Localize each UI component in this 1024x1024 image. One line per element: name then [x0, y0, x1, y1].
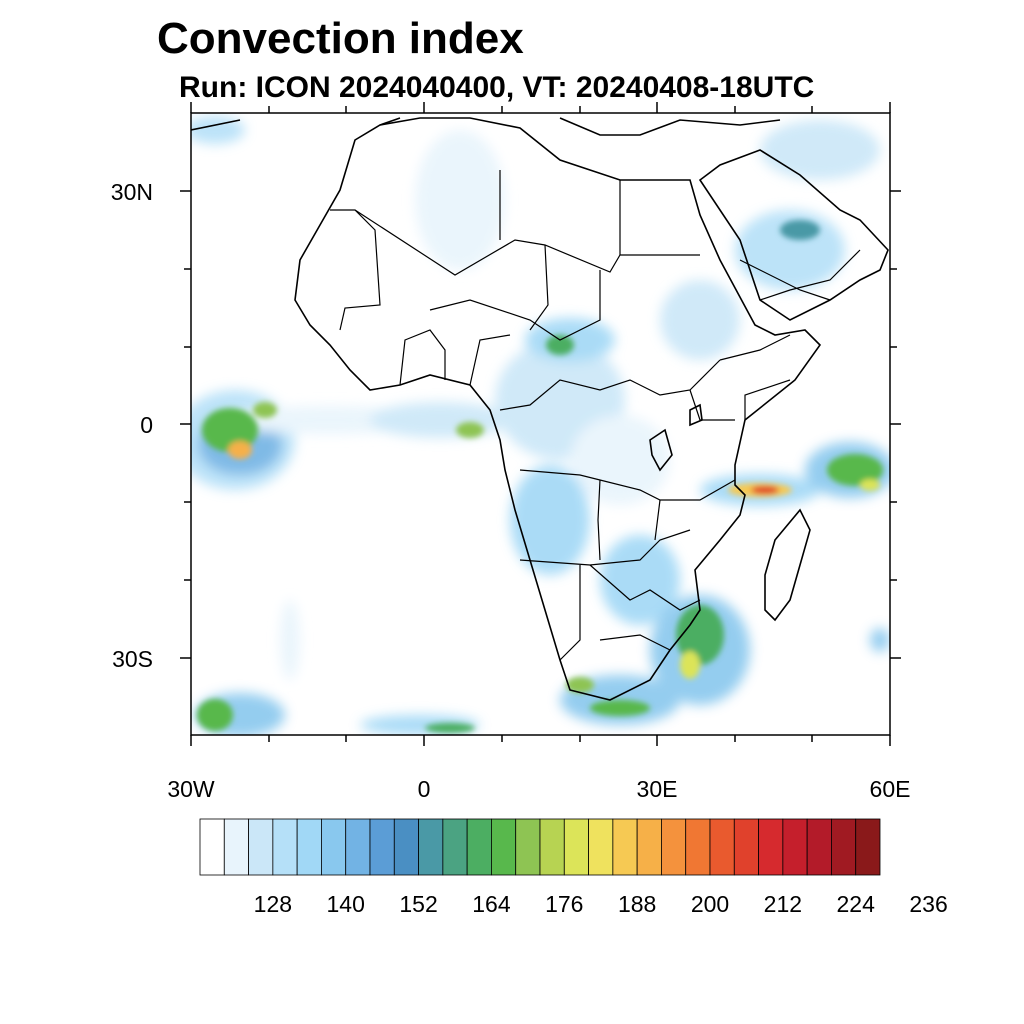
- colorbar-swatch: [248, 818, 274, 876]
- colorbar-swatch: [806, 818, 832, 876]
- colorbar-swatch: [491, 818, 517, 876]
- colorbar-swatch: [442, 818, 468, 876]
- colorbar-swatch: [661, 818, 687, 876]
- lat-label-30n: 30N: [111, 179, 153, 205]
- colorbar-label: 152: [399, 891, 437, 917]
- colorbar-swatch: [369, 818, 395, 876]
- colorbar-label: 212: [764, 891, 802, 917]
- africa-coastline: [294, 117, 822, 701]
- colorbar-swatch: [563, 818, 589, 876]
- lon-label-30e: 30E: [637, 776, 678, 802]
- colorbar-label: 188: [618, 891, 656, 917]
- colorbar-swatch: [612, 818, 638, 876]
- chart-subtitle: Run: ICON 2024040400, VT: 20240408-18UTC: [179, 71, 815, 104]
- madagascar-coastline: [764, 508, 811, 622]
- colorbar-swatch: [393, 818, 419, 876]
- lon-label-0: 0: [418, 776, 431, 802]
- colorbar-swatch: [296, 818, 322, 876]
- colorbar-swatch: [685, 818, 711, 876]
- colorbar-swatch: [466, 818, 492, 876]
- axis-ticks: [180, 102, 901, 746]
- map-frame: [190, 112, 891, 736]
- colorbar-swatch: [199, 818, 225, 876]
- colorbar-swatch: [831, 818, 857, 876]
- chart-title: Convection index: [157, 14, 524, 63]
- colorbar-label: 128: [254, 891, 292, 917]
- colorbar-swatch: [782, 818, 808, 876]
- country-borders: [330, 170, 861, 661]
- colorbar-swatch: [855, 818, 881, 876]
- colorbar-swatch: [418, 818, 444, 876]
- colorbar-swatch: [636, 818, 662, 876]
- colorbar-label: 164: [472, 891, 511, 917]
- colorbar-label: 224: [837, 891, 876, 917]
- colorbar-label: 236: [909, 891, 947, 917]
- convection-field: [191, 116, 890, 735]
- colorbar-swatch: [345, 818, 371, 876]
- colorbar-swatch: [758, 818, 784, 876]
- lon-axis-labels: 30W 0 30E 60E: [167, 776, 910, 802]
- colorbar-label: 140: [327, 891, 365, 917]
- arabian-peninsula-coastline: [698, 149, 889, 321]
- colorbar-swatch: [272, 818, 298, 876]
- lat-label-30s: 30S: [112, 646, 153, 672]
- colorbar-swatch: [321, 818, 347, 876]
- colorbar: 128 140 152 164 176 188 200 212 224 236: [199, 818, 948, 917]
- colorbar-swatch: [515, 818, 541, 876]
- colorbar-label: 200: [691, 891, 729, 917]
- colorbar-swatch: [733, 818, 759, 876]
- lat-label-0: 0: [140, 412, 153, 438]
- lon-label-60e: 60E: [870, 776, 911, 802]
- lat-axis-labels: 30N 0 30S: [111, 179, 153, 672]
- colorbar-swatch: [539, 818, 565, 876]
- lon-label-30w: 30W: [167, 776, 215, 802]
- colorbar-swatch: [709, 818, 735, 876]
- colorbar-swatch: [223, 818, 249, 876]
- europe-coastline: [191, 117, 781, 136]
- colorbar-label: 176: [545, 891, 583, 917]
- colorbar-swatch: [588, 818, 614, 876]
